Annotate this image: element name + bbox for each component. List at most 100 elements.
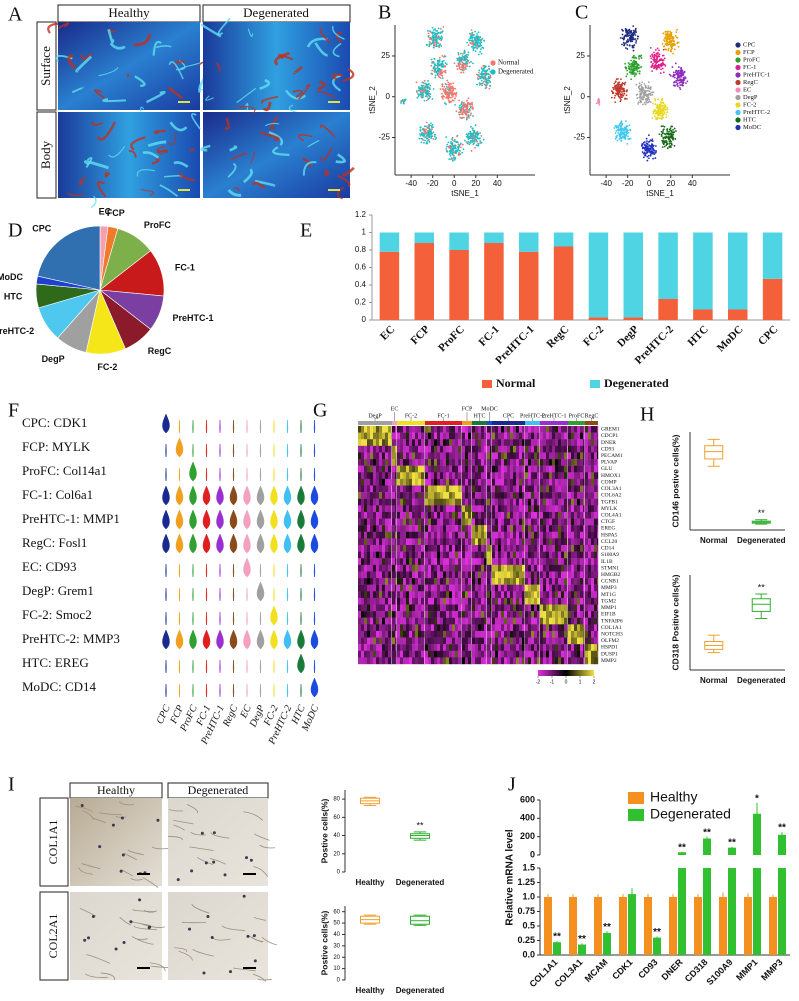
cell-point — [455, 152, 457, 154]
cell-point — [675, 63, 677, 65]
heat-cell — [403, 505, 406, 512]
heat-cell — [382, 538, 385, 545]
heat-cell — [452, 433, 455, 440]
cell-point — [663, 49, 665, 51]
heat-cell — [385, 552, 388, 559]
cell-point — [654, 103, 656, 105]
cell-point — [429, 41, 431, 43]
heat-cell — [406, 499, 409, 506]
cell-point — [464, 59, 466, 61]
violin — [166, 612, 167, 625]
nucleus — [156, 819, 159, 822]
cell-point — [463, 63, 465, 65]
cell-point — [627, 33, 629, 35]
heat-cell — [415, 644, 418, 651]
cell-point — [664, 57, 666, 59]
heat-cell — [358, 452, 361, 459]
heat-cell — [443, 638, 446, 645]
heat-cell — [385, 433, 388, 440]
cell-point — [425, 131, 427, 133]
y-tick-label: 0.2 — [355, 298, 367, 307]
heat-cell — [415, 499, 418, 506]
heat-cell — [452, 578, 455, 585]
nucleus — [202, 971, 205, 974]
cell-point — [480, 45, 482, 47]
cell-point — [682, 85, 684, 87]
cell-point — [422, 139, 424, 141]
cell-point — [658, 60, 660, 62]
cell-point — [648, 155, 650, 157]
violin — [311, 630, 318, 649]
cell-point — [452, 95, 454, 97]
cell-point — [623, 38, 625, 40]
heat-cell — [385, 512, 388, 519]
heat-cell — [458, 486, 461, 493]
cell-point — [648, 144, 650, 146]
heat-cell — [478, 525, 481, 532]
bar-segment — [519, 252, 539, 320]
violin — [247, 468, 248, 481]
heat-cell — [431, 585, 434, 592]
nucleus — [250, 859, 253, 862]
heat-cell — [455, 598, 458, 605]
heat-cell — [379, 585, 382, 592]
heat-cell — [412, 571, 415, 578]
cell-point — [653, 145, 655, 147]
heat-cell — [392, 611, 395, 618]
heat-cell — [434, 558, 437, 565]
heat-cell — [376, 525, 379, 532]
cell-point — [424, 80, 426, 82]
cell-point — [468, 44, 470, 46]
heat-cell — [403, 618, 406, 625]
heat-cell — [412, 624, 415, 631]
column-header: Healthy — [97, 783, 135, 797]
cell-point — [455, 93, 457, 95]
heat-cell — [475, 519, 478, 526]
violin — [203, 630, 210, 649]
heat-cell — [440, 578, 443, 585]
cell-point — [424, 86, 426, 88]
heat-cell — [455, 591, 458, 598]
heat-cell — [443, 466, 446, 473]
heat-cell — [458, 578, 461, 585]
cell-point — [481, 80, 483, 82]
heat-cell — [382, 532, 385, 539]
heat-cell — [412, 479, 415, 486]
cell-point — [432, 33, 434, 35]
cell-point — [476, 137, 478, 139]
heat-cell — [409, 624, 412, 631]
heat-cell — [382, 512, 385, 519]
heat-cell — [455, 519, 458, 526]
heat-cell — [370, 605, 373, 612]
heat-cell — [465, 552, 468, 559]
bar-segment — [589, 233, 609, 318]
cell-point — [675, 130, 677, 132]
cell-point — [614, 95, 616, 97]
heat-cell — [397, 499, 400, 506]
heat-cell — [434, 525, 437, 532]
heat-cell — [428, 486, 431, 493]
heat-cell — [475, 618, 478, 625]
heat-cell — [446, 651, 449, 658]
heat-cell — [443, 512, 446, 519]
cell-point — [481, 68, 483, 70]
bar-segment — [728, 310, 748, 321]
heat-cell — [370, 532, 373, 539]
heat-cell — [446, 644, 449, 651]
heat-cell — [452, 644, 455, 651]
heat-cell — [449, 638, 452, 645]
heat-cell — [370, 466, 373, 473]
heat-cell — [481, 611, 484, 618]
cell-point — [680, 75, 682, 77]
cell-point — [454, 157, 456, 159]
heat-cell — [403, 585, 406, 592]
heat-cell — [382, 466, 385, 473]
cell-point — [639, 70, 641, 72]
cell-point — [686, 80, 688, 82]
heat-cell — [443, 585, 446, 592]
heat-cell — [425, 433, 428, 440]
heat-cell — [392, 545, 395, 552]
cell-point — [438, 75, 440, 77]
cell-point — [446, 151, 448, 153]
violin — [166, 468, 167, 481]
